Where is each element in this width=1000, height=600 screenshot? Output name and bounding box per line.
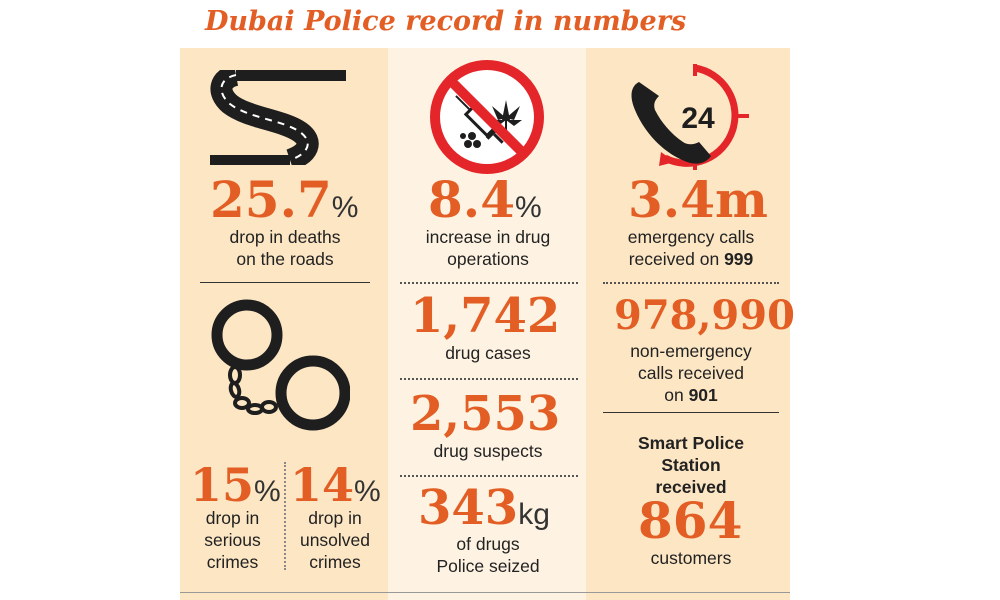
unsolved-desc-line-1: drop in <box>308 508 362 528</box>
unsolved-crimes-unit: % <box>354 475 381 508</box>
drugs-seized-unit: kg <box>518 498 550 531</box>
non-emergency-desc-line-3: on 901 <box>598 384 784 406</box>
smart-station-heading: Smart Police Station received <box>598 432 784 498</box>
serious-desc-line-3: crimes <box>206 552 259 572</box>
emergency-desc-line-1: emergency calls <box>627 227 755 247</box>
winding-road-icon <box>210 70 346 165</box>
unsolved-crimes-value: 14 <box>290 458 355 512</box>
drugs-seized-value: 343 <box>418 480 519 536</box>
emergency-number: 999 <box>724 249 754 269</box>
drug-cases-stat: 1,742 <box>410 292 560 340</box>
non-emergency-desc-text: on <box>664 385 684 405</box>
roads-stat: 25.7% <box>210 175 358 225</box>
roads-value: 25.7 <box>210 170 332 229</box>
serious-desc-line-1: drop in <box>205 508 260 528</box>
smart-customers-stat: 864 <box>638 496 742 546</box>
unsolved-crimes-description: drop in unsolved crimes <box>285 507 385 573</box>
roads-unit: % <box>331 191 359 224</box>
emergency-desc-line-2: received on 999 <box>598 248 784 270</box>
middle-divider-1 <box>400 282 578 284</box>
page-title: Dubai Police record in numbers <box>205 6 687 37</box>
emergency-calls-stat: 3.4m <box>628 175 768 225</box>
serious-crimes-stat: 15% <box>190 462 281 508</box>
handcuffs-icon <box>211 299 350 431</box>
serious-crimes-unit: % <box>254 475 281 508</box>
no-drugs-icon <box>430 60 544 174</box>
roads-desc-line-2: on the roads <box>236 249 334 269</box>
seized-desc-line-1: of drugs <box>456 534 520 554</box>
roads-desc-line-1: drop in deaths <box>229 227 341 247</box>
seized-desc-line-2: Police seized <box>436 556 540 576</box>
middle-divider-3 <box>400 475 578 477</box>
non-emergency-number: 901 <box>688 385 718 405</box>
drug-suspects-value: 2,553 <box>410 386 561 442</box>
smart-head-line-1: Smart Police <box>637 433 745 453</box>
crimes-divider <box>284 462 286 570</box>
middle-divider-2 <box>400 378 578 380</box>
non-emergency-desc-line-2: calls received <box>637 363 745 383</box>
drug-cases-value: 1,742 <box>410 288 561 344</box>
left-divider <box>200 282 370 283</box>
drug-cases-description: drug cases <box>445 343 531 363</box>
drug-suspects-stat: 2,553 <box>410 390 560 438</box>
serious-crimes-value: 15 <box>190 458 255 512</box>
phone-badge-text: 24 <box>681 102 715 135</box>
drug-operations-description: increase in drug operations <box>395 226 581 270</box>
emergency-desc-text: received on <box>628 249 720 269</box>
smart-head-line-2: Station <box>661 455 721 475</box>
smart-customers-description: customers <box>650 548 732 568</box>
emergency-calls-value: 3.4m <box>628 170 768 229</box>
non-emergency-stat: 978,990 <box>614 296 795 336</box>
drugs-seized-description: of drugs Police seized <box>395 533 581 577</box>
drug-operations-unit: % <box>515 191 542 224</box>
drug-suspects-description: drug suspects <box>433 441 543 461</box>
drugs-seized-stat: 343kg <box>418 484 550 532</box>
emergency-calls-description: emergency calls received on 999 <box>598 226 784 270</box>
unsolved-crimes-stat: 14% <box>290 462 381 508</box>
drug-ops-desc-line-2: operations <box>447 249 529 269</box>
unsolved-desc-line-3: crimes <box>309 552 361 572</box>
roads-description: drop in deaths on the roads <box>200 226 370 270</box>
drug-ops-desc-line-1: increase in drug <box>425 227 551 247</box>
drug-operations-stat: 8.4% <box>428 175 542 225</box>
bottom-rule <box>180 592 790 593</box>
right-divider-2 <box>603 412 779 413</box>
serious-desc-line-2: serious <box>204 530 261 550</box>
right-divider-1 <box>603 282 779 284</box>
non-emergency-description: non-emergency calls received on 901 <box>598 340 784 406</box>
phone-24-icon: 24 <box>631 64 749 170</box>
smart-head-line-3: received <box>655 477 727 497</box>
non-emergency-desc-line-1: non-emergency <box>630 341 752 361</box>
unsolved-desc-line-2: unsolved <box>299 530 371 550</box>
drug-operations-value: 8.4 <box>428 170 515 229</box>
title-bar <box>180 0 790 48</box>
non-emergency-value: 978,990 <box>614 292 795 339</box>
serious-crimes-description: drop in serious crimes <box>185 507 280 573</box>
smart-customers-value: 864 <box>638 491 743 550</box>
